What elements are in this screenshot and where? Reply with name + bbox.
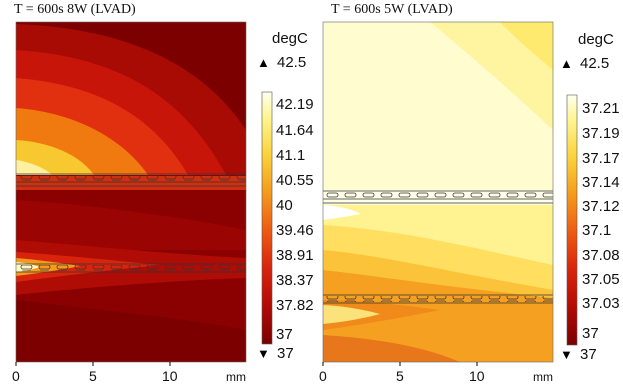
right-cbar-tick: 37.19 bbox=[582, 125, 620, 142]
left-contour-plot bbox=[16, 22, 246, 362]
left-x-unit: mm bbox=[226, 370, 246, 384]
left-cbar-tick: 38.91 bbox=[276, 247, 314, 264]
left-cbar-tick: 39.46 bbox=[276, 222, 314, 239]
left-x-tick-label: 0 bbox=[12, 368, 20, 384]
right-cbar-tick: 37.21 bbox=[582, 100, 620, 117]
left-max-label: 42.5 bbox=[277, 54, 307, 71]
left-cbar-tick: 37.82 bbox=[276, 297, 314, 314]
right-x-tick-label: 5 bbox=[396, 368, 404, 384]
right-x-tick-label: 10 bbox=[469, 368, 485, 384]
left-x-tick-label: 10 bbox=[162, 368, 178, 384]
left-min-triangle-icon: ▼ bbox=[257, 346, 270, 361]
right-cbar-tick: 37.1 bbox=[582, 222, 612, 239]
left-cbar-tick: 38.37 bbox=[276, 272, 314, 289]
left-cbar-tick: 40.55 bbox=[276, 172, 314, 189]
right-min-label: 37 bbox=[580, 346, 597, 363]
left-cbar-tick: 41.1 bbox=[276, 147, 306, 164]
left-panel-title: T = 600s 8W (LVAD) bbox=[14, 2, 136, 17]
left-cbar-tick: 40 bbox=[276, 197, 293, 214]
right-max-triangle-icon: ▲ bbox=[560, 56, 573, 71]
right-cbar-tick: 37.05 bbox=[582, 271, 620, 288]
right-cbar-tick: 37.03 bbox=[582, 295, 620, 312]
left-max-triangle-icon: ▲ bbox=[257, 55, 270, 70]
right-min-triangle-icon: ▼ bbox=[560, 347, 573, 362]
left-colorbar-unit: degC bbox=[272, 30, 308, 47]
left-cbar-tick: 37 bbox=[276, 326, 293, 343]
right-panel-title: T = 600s 5W (LVAD) bbox=[331, 2, 453, 17]
right-colorbar-unit: degC bbox=[578, 31, 614, 48]
right-cbar-tick: 37.14 bbox=[582, 174, 620, 191]
left-colorbar bbox=[261, 91, 273, 345]
right-cbar-tick: 37.08 bbox=[582, 247, 620, 264]
left-cbar-tick: 42.19 bbox=[276, 96, 314, 113]
right-cbar-tick: 37.17 bbox=[582, 150, 620, 167]
left-cbar-tick: 41.64 bbox=[276, 122, 314, 139]
left-x-tick-label: 5 bbox=[89, 368, 97, 384]
right-contour-plot bbox=[323, 22, 553, 362]
right-x-unit: mm bbox=[533, 370, 553, 384]
right-max-label: 42.5 bbox=[580, 55, 610, 72]
right-cbar-tick: 37.12 bbox=[582, 198, 620, 215]
right-x-tick-label: 0 bbox=[319, 368, 327, 384]
left-min-label: 37 bbox=[277, 345, 294, 362]
right-colorbar bbox=[566, 94, 578, 346]
right-cbar-tick: 37 bbox=[582, 325, 599, 342]
